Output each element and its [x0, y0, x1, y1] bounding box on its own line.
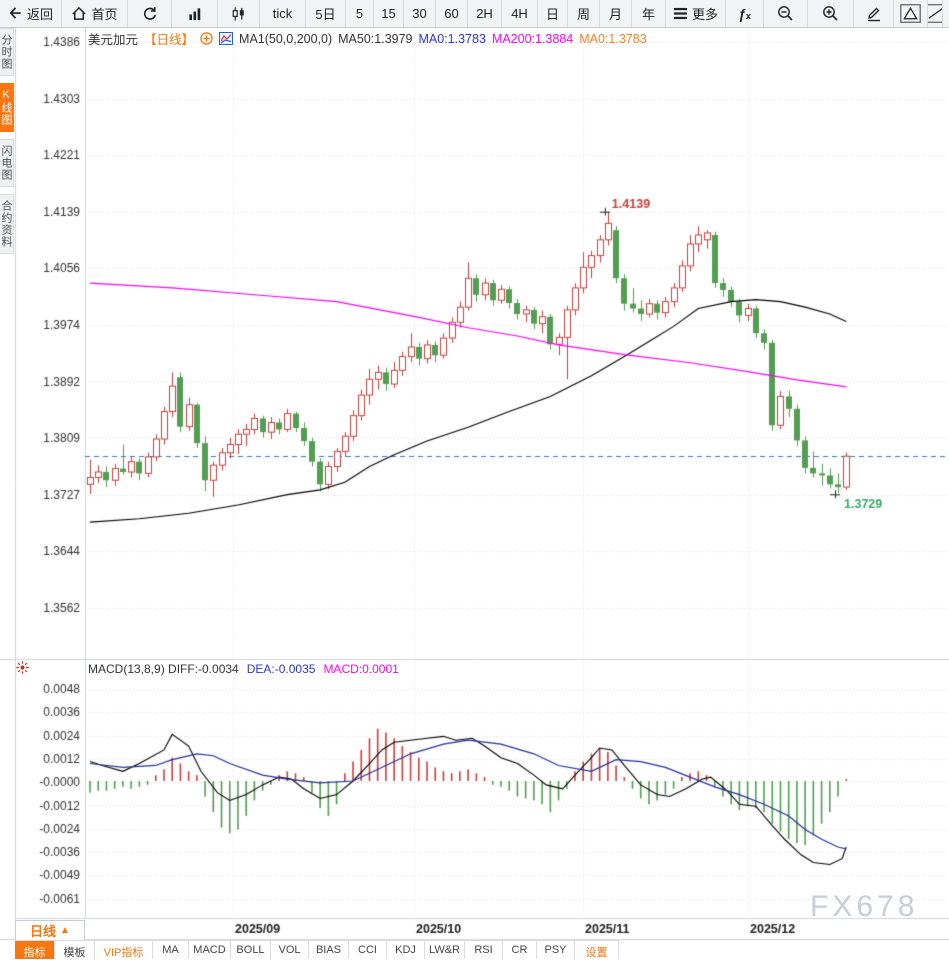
period-arrow: ▲ — [60, 925, 70, 936]
toolbar-h4-label: 4H — [511, 6, 528, 21]
toolbar-m60-label: 60 — [444, 6, 459, 21]
ma200-value: MA200:1.3884 — [491, 31, 574, 46]
tab-CR[interactable]: CR — [503, 941, 537, 959]
toolbar-tick-button[interactable]: tick — [260, 0, 306, 27]
toolbar-m5-button[interactable]: 5 — [346, 0, 374, 27]
toolbar-more-button[interactable]: 更多 — [666, 0, 726, 27]
toolbar-home-button[interactable]: 首页 — [62, 0, 128, 27]
indicator-tab-bar: 指标 模板 VIP指标 MA MACD BOLL VOL BIAS CCI KDJ LW&R RSI C… — [15, 940, 619, 959]
tab-BOLL[interactable]: BOLL — [231, 941, 271, 959]
zoom-in-icon — [822, 5, 839, 22]
tab-指标[interactable]: 指标 — [15, 941, 55, 959]
toolbar-week-label: 周 — [576, 7, 590, 22]
ma0-value-orange: MA0:1.3783 — [579, 31, 647, 46]
candlestick-icon — [231, 6, 246, 22]
macd-settings-icon[interactable] — [15, 660, 30, 675]
period-label: 日线 — [30, 924, 57, 939]
menu-icon — [673, 7, 688, 20]
toolbar-month-button[interactable]: 月 — [600, 0, 632, 27]
tab-模板[interactable]: 模板 — [55, 941, 95, 959]
tab-VIP指标[interactable]: VIP指标 — [95, 941, 153, 959]
refresh-icon — [142, 6, 158, 22]
toolbar-m15-label: 15 — [381, 6, 396, 21]
top-toolbar: 返回 首页 tick 5日 5 15 30 60 2H 4H 日 周 月 年 更多 ƒx — [0, 0, 949, 28]
home-icon — [71, 6, 87, 21]
fx-icon: ƒx — [738, 5, 751, 22]
toolbar-h4-button[interactable]: 4H — [502, 0, 538, 27]
triangle-icon — [900, 4, 921, 23]
symbol-info-bar: 美元加元 【日线】 MA1(50,0,200,0) MA50:1.3979 MA0:1.… — [88, 29, 647, 48]
toolbar-refresh-button[interactable] — [128, 0, 172, 27]
tab-PSY[interactable]: PSY — [537, 941, 575, 959]
chart-type-sidebar: 分时图 K线图闪电图合约资料 — [0, 28, 15, 261]
tab-CCI[interactable]: CCI — [349, 941, 387, 959]
bar-chart-icon — [187, 6, 203, 21]
toolbar-back-label: 返回 — [26, 7, 53, 22]
tab-设置[interactable]: 设置 — [575, 941, 619, 959]
toolbar-zoom-out-button[interactable] — [764, 0, 808, 27]
toolbar-year-button[interactable]: 年 — [632, 0, 666, 27]
toolbar-candlestick-mode-button[interactable] — [218, 0, 260, 27]
toolbar-shape-line-button[interactable] — [928, 0, 943, 27]
tab-MACD[interactable]: MACD — [189, 941, 231, 959]
tab-MA[interactable]: MA — [153, 941, 189, 959]
sidebar-item-lightning-chart[interactable]: 闪电图 — [0, 139, 14, 187]
line-tool-icon — [928, 4, 942, 23]
zoom-out-icon — [777, 5, 794, 22]
toolbar-5d-button[interactable]: 5日 — [306, 0, 346, 27]
watermark: FX678 — [810, 890, 919, 923]
ma50-value: MA50:1.3979 — [338, 31, 413, 46]
toolbar-tick-label: tick — [272, 6, 293, 21]
toolbar-5d-label: 5日 — [315, 7, 336, 22]
sidebar-item-time-chart[interactable]: 分时图 — [0, 28, 14, 76]
toolbar-m60-button[interactable]: 60 — [436, 0, 468, 27]
toolbar-day-button[interactable]: 日 — [538, 0, 568, 27]
toolbar-fx-functions-button[interactable]: ƒx — [726, 0, 764, 27]
tab-VOL[interactable]: VOL — [271, 941, 309, 959]
period-tag: 【日线】 — [144, 33, 195, 47]
toolbar-more-label: 更多 — [691, 7, 718, 22]
toolbar-month-label: 月 — [608, 7, 622, 22]
ma0-value-blue: MA0:1.3783 — [418, 31, 486, 46]
mini-chart-icon[interactable] — [219, 32, 234, 45]
tab-RSI[interactable]: RSI — [465, 941, 503, 959]
sidebar-item-contract-info[interactable]: 合约资料 — [0, 194, 14, 254]
tab-BIAS[interactable]: BIAS — [309, 941, 349, 959]
macd-dea: DEA:-0.0035 — [246, 662, 316, 676]
macd-info-bar: MACD(13,8,9) DIFF:-0.0034 DEA:-0.0035 MACD… — [88, 662, 399, 676]
toolbar-m30-label: 30 — [412, 6, 427, 21]
period-selector[interactable]: 日线 ▲ — [15, 920, 85, 941]
toolbar-h2-label: 2H — [476, 6, 493, 21]
toolbar-m15-button[interactable]: 15 — [374, 0, 404, 27]
add-indicator-icon[interactable] — [200, 32, 213, 45]
symbol-name: 美元加元 — [88, 33, 139, 47]
tab-KDJ[interactable]: KDJ — [387, 941, 425, 959]
ma-settings: MA1(50,0,200,0) — [239, 31, 333, 46]
toolbar-zoom-in-button[interactable] — [808, 0, 854, 27]
pencil-icon — [866, 5, 882, 22]
macd-value: MACD:0.0001 — [323, 662, 399, 676]
sidebar-item-kline-chart[interactable]: K线图 — [0, 83, 14, 132]
toolbar-draw-button[interactable] — [854, 0, 894, 27]
toolbar-back-button[interactable]: 返回 — [0, 0, 62, 27]
toolbar-day-label: 日 — [545, 7, 559, 22]
toolbar-m30-button[interactable]: 30 — [404, 0, 436, 27]
toolbar-year-label: 年 — [641, 7, 655, 22]
toolbar-m5-label: 5 — [355, 6, 364, 21]
back-arrow-icon — [8, 6, 23, 21]
toolbar-bar-chart-mode-button[interactable] — [172, 0, 218, 27]
macd-diff: MACD(13,8,9) DIFF:-0.0034 — [88, 662, 239, 676]
tab-LW&R[interactable]: LW&R — [425, 941, 465, 959]
toolbar-week-button[interactable]: 周 — [568, 0, 600, 27]
toolbar-h2-button[interactable]: 2H — [468, 0, 502, 27]
toolbar-shape-triangle-button[interactable] — [894, 0, 928, 27]
toolbar-home-label: 首页 — [91, 7, 118, 22]
